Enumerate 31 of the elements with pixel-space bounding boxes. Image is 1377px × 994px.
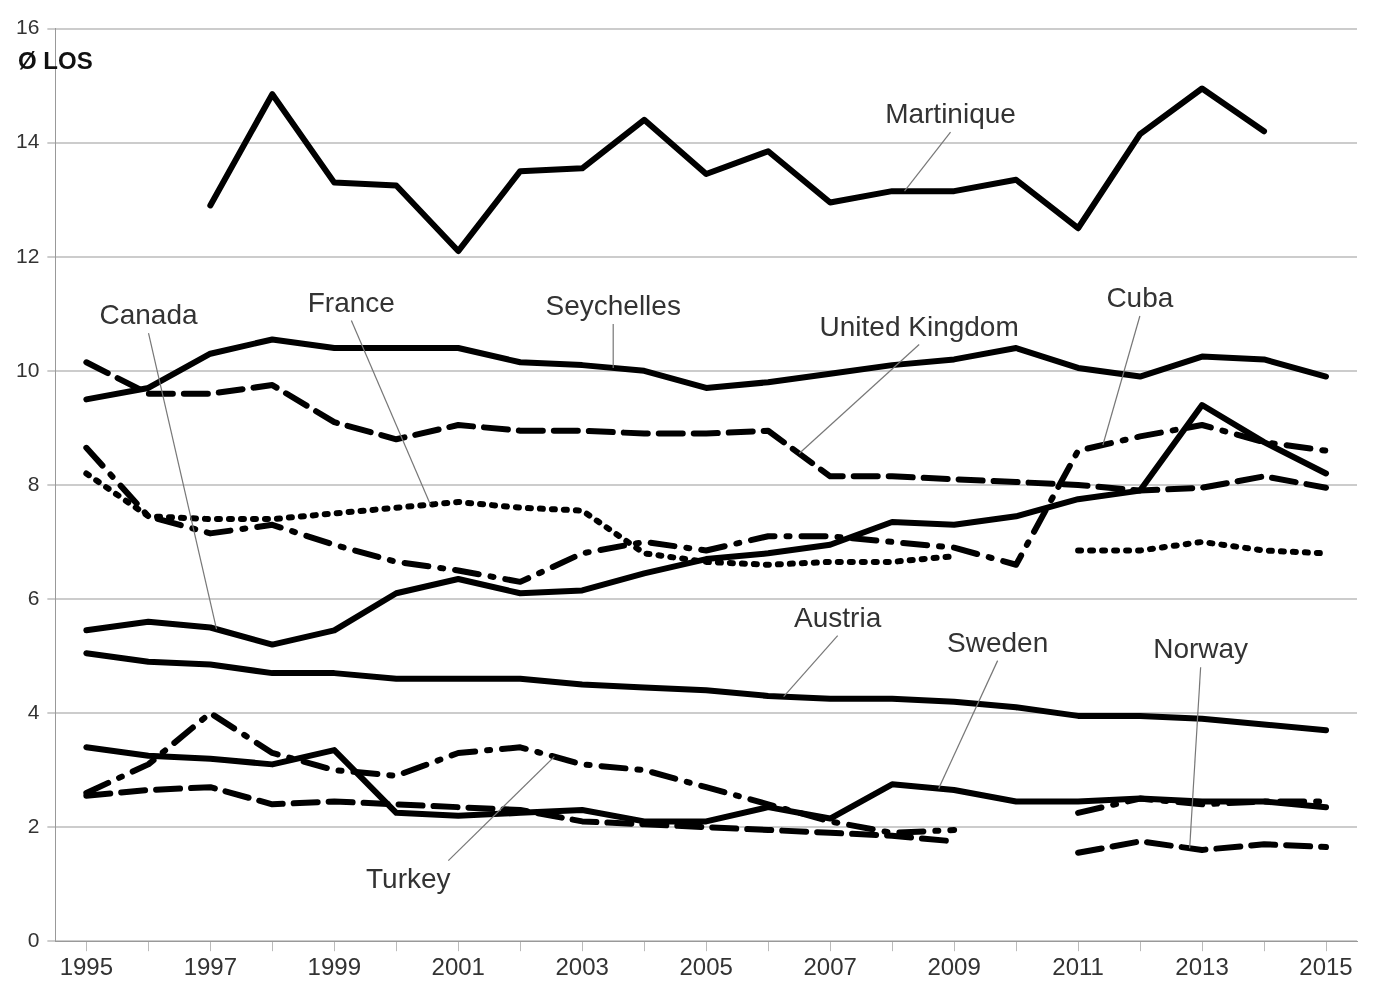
text: United Kingdom xyxy=(819,310,1019,342)
x-tick-label: 2013 xyxy=(1175,953,1229,981)
x-tick-label: 2007 xyxy=(803,953,857,981)
x-tick-label: 1997 xyxy=(183,953,238,981)
y-tick-label: 2 xyxy=(27,813,40,837)
x-tick-label: 2009 xyxy=(927,953,981,981)
x-tick-label: 2003 xyxy=(555,953,609,981)
y-axis-title: Ø LOS xyxy=(18,46,93,75)
x-tick-label: 2005 xyxy=(679,953,733,981)
series-label: Seychelles xyxy=(545,289,681,321)
y-tick-label: 14 xyxy=(16,129,40,153)
x-tick-label: 2001 xyxy=(431,953,485,981)
text: France xyxy=(307,286,395,318)
y-tick-label: 10 xyxy=(16,357,40,381)
x-tick-label: 1999 xyxy=(307,953,361,981)
text: Canada xyxy=(99,299,198,331)
y-tick-label: 4 xyxy=(27,699,40,723)
y-tick-label: 16 xyxy=(16,15,40,39)
text: Sweden xyxy=(947,626,1049,658)
y-tick-label: 12 xyxy=(16,243,40,267)
x-tick-label: 1995 xyxy=(59,953,114,981)
series-label: Martinique xyxy=(885,98,1016,130)
text: Cuba xyxy=(1106,281,1174,313)
text: Austria xyxy=(794,601,882,633)
y-tick-label: 0 xyxy=(27,928,40,951)
y-tick-label: 8 xyxy=(27,471,40,495)
text: Norway xyxy=(1153,633,1249,665)
text: Turkey xyxy=(366,862,451,894)
x-tick-label: 2011 xyxy=(1052,953,1104,981)
x-tick-label: 2015 xyxy=(1299,953,1353,981)
y-tick-label: 6 xyxy=(27,585,40,609)
